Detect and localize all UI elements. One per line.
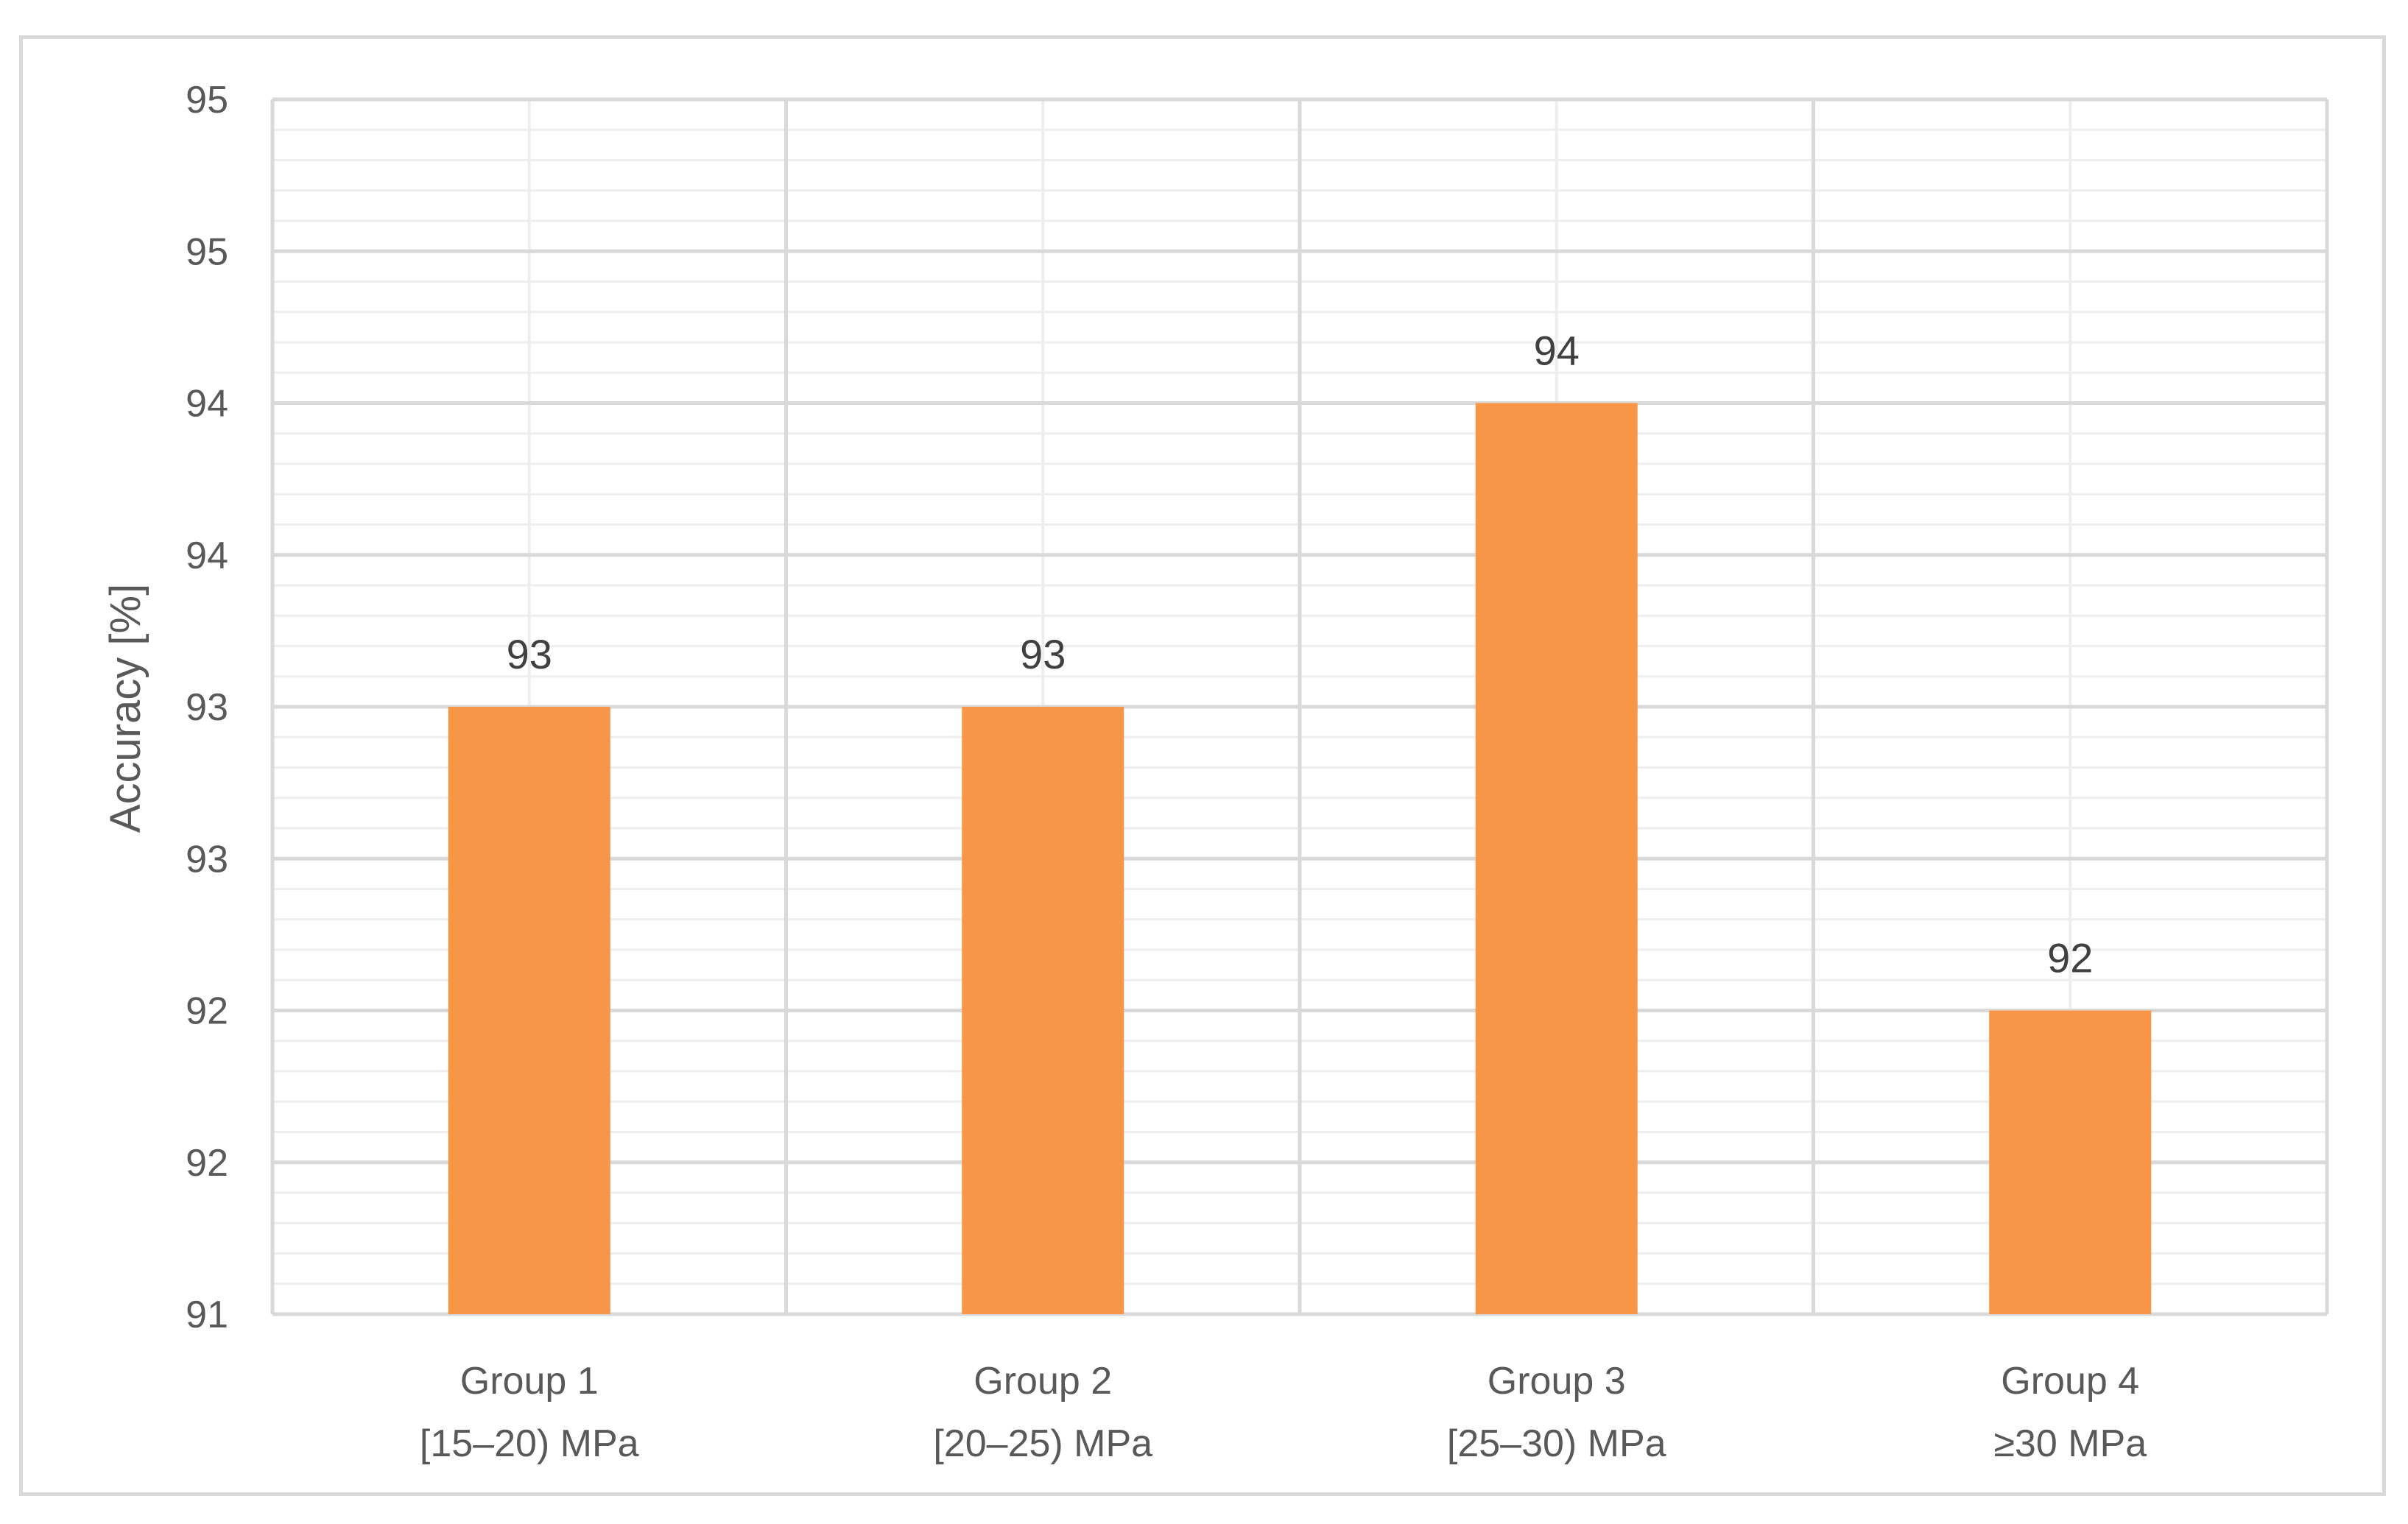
y-tick-label: 95 — [186, 79, 228, 121]
bar — [1475, 403, 1638, 1314]
labels: 91 92 92 93 93 94 94 95 95 93 Group 1 [15–20) MPa 93… — [186, 79, 2147, 1465]
x-category-label: ≥30 MPa — [1993, 1422, 2147, 1465]
y-tick-label: 93 — [186, 686, 228, 729]
data-label: 93 — [1020, 631, 1066, 677]
y-tick-label: 94 — [186, 535, 228, 577]
x-category-label: Group 4 — [2001, 1360, 2139, 1403]
x-category-label: Group 3 — [1488, 1360, 1626, 1403]
bars — [448, 403, 2152, 1314]
bar — [448, 707, 610, 1314]
x-category-label: [20–25) MPa — [933, 1422, 1152, 1465]
bar — [962, 707, 1124, 1314]
data-label: 93 — [507, 631, 552, 677]
y-tick-label: 93 — [186, 838, 228, 881]
y-tick-label: 91 — [186, 1294, 228, 1336]
grid-lines — [270, 97, 2329, 1316]
y-tick-label: 92 — [186, 1142, 228, 1185]
y-tick-label: 92 — [186, 990, 228, 1033]
data-label: 92 — [2047, 935, 2093, 981]
y-tick-label: 95 — [186, 230, 228, 273]
x-category-label: [25–30) MPa — [1447, 1422, 1666, 1465]
data-label: 94 — [1534, 328, 1580, 374]
y-tick-label: 94 — [186, 383, 228, 426]
bar — [1989, 1010, 2152, 1314]
y-axis-title: Accuracy [%] — [102, 584, 149, 833]
x-category-label: Group 2 — [974, 1360, 1112, 1403]
x-category-label: Group 1 — [460, 1360, 599, 1403]
x-category-label: [15–20) MPa — [420, 1422, 639, 1465]
